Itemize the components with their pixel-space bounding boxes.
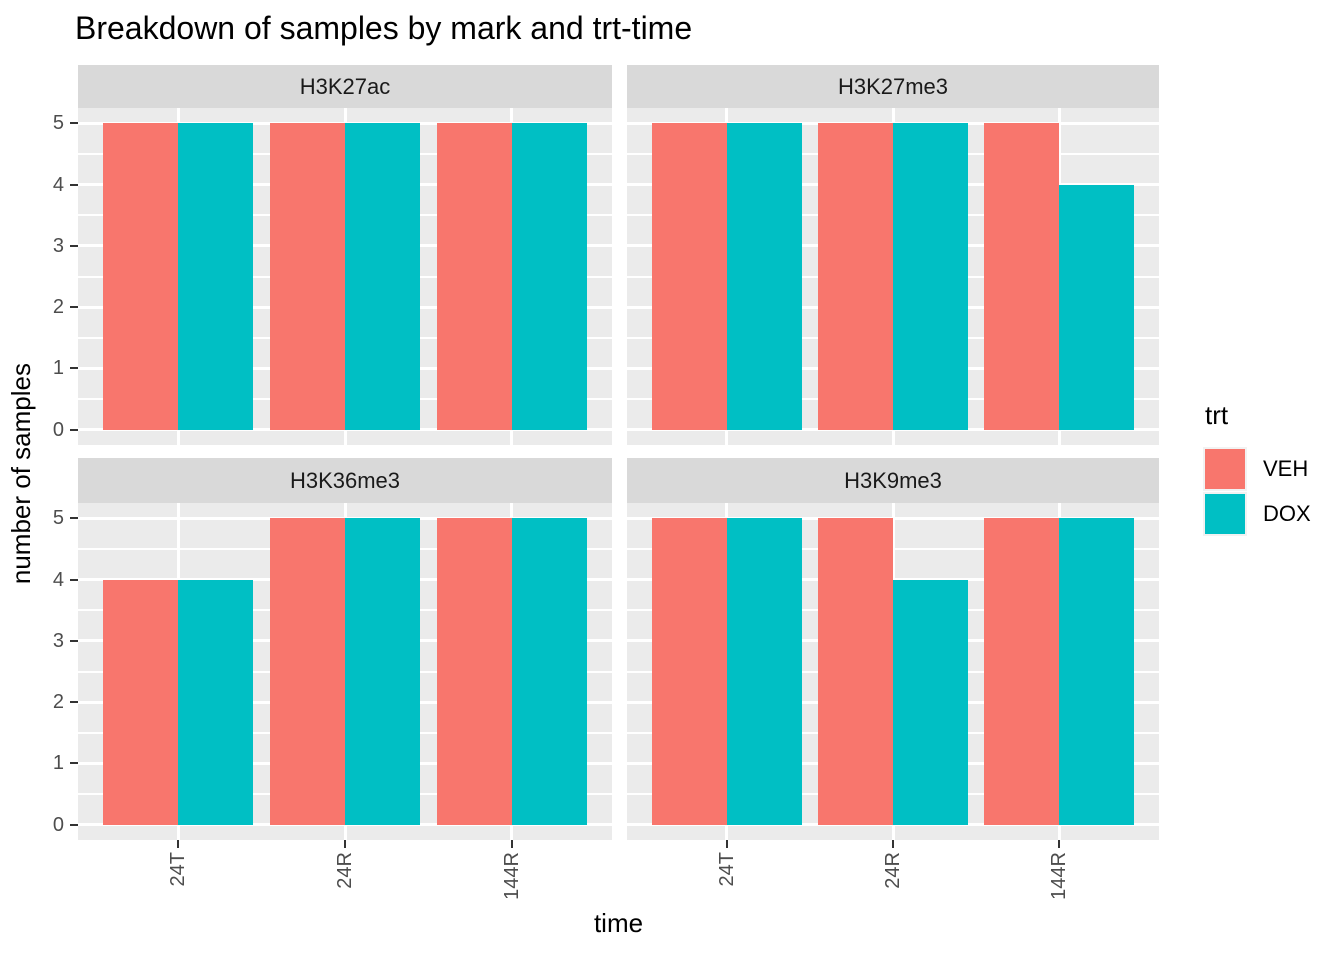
bar-h3k27ac-144r-veh (436, 123, 512, 430)
facet-strip-h3k27ac: H3K27ac (78, 65, 612, 108)
y-tick-label: 4 (52, 174, 64, 196)
facet-strip-h3k9me3: H3K9me3 (627, 458, 1159, 503)
y-tick-mark (70, 429, 78, 431)
y-tick-label: 1 (52, 357, 64, 379)
bar-h3k9me3-24r-veh (818, 518, 893, 825)
y-tick-label: 2 (52, 296, 64, 318)
x-tick-label: 144R (1048, 852, 1070, 900)
veh-color-swatch (1203, 447, 1247, 491)
x-tick-label: 24T (167, 852, 189, 887)
y-tick-mark (70, 306, 78, 308)
chart-title: Breakdown of samples by mark and trt-tim… (75, 10, 693, 46)
bar-h3k9me3-24t-veh (651, 518, 727, 825)
bar-h3k9me3-24r-dox (893, 579, 968, 825)
y-tick-label: 0 (52, 814, 64, 836)
bar-h3k27ac-24r-veh (269, 123, 345, 430)
bar-h3k36me3-144r-veh (436, 518, 512, 825)
x-axis-title: time (593, 908, 644, 938)
legend-entry-dox: DOX (1203, 492, 1343, 536)
y-tick-mark (70, 824, 78, 826)
dox-color-swatch (1203, 492, 1247, 536)
legend-label-dox: DOX (1263, 501, 1311, 526)
y-tick-label: 3 (52, 630, 64, 652)
y-tick-mark (70, 184, 78, 186)
y-tick-mark (70, 640, 78, 642)
y-tick-mark (70, 701, 78, 703)
y-tick-mark (70, 367, 78, 369)
x-tick-label: 24R (882, 852, 904, 889)
bar-h3k27ac-144r-dox (511, 123, 587, 430)
legend-label-veh: VEH (1263, 456, 1309, 481)
y-tick-mark (70, 762, 78, 764)
legend: trt VEH DOX (1203, 400, 1343, 537)
y-tick-label: 1 (52, 752, 64, 774)
y-tick-label: 2 (52, 691, 64, 713)
x-tick-label: 144R (501, 852, 523, 900)
y-tick-label: 3 (52, 235, 64, 257)
bar-h3k9me3-144r-veh (984, 518, 1060, 825)
bar-h3k36me3-24t-dox (178, 579, 254, 825)
y-tick-mark (70, 579, 78, 581)
y-tick-mark (70, 245, 78, 247)
bar-h3k9me3-144r-dox (1059, 518, 1135, 825)
facet-strip-h3k36me3: H3K36me3 (78, 458, 612, 503)
x-tick-mark (1058, 840, 1060, 848)
y-tick-label: 5 (52, 507, 64, 529)
y-axis-title-box: number of samples (4, 108, 38, 840)
facet-panel-h3k27ac (78, 108, 612, 445)
x-tick-mark (177, 840, 179, 848)
y-tick-mark (70, 122, 78, 124)
y-tick-label: 0 (52, 419, 64, 441)
y-tick-label: 4 (52, 569, 64, 591)
bar-h3k36me3-24r-veh (269, 518, 345, 825)
x-tick-label: 24T (716, 852, 738, 887)
x-tick-mark (511, 840, 513, 848)
bar-h3k9me3-24t-dox (726, 518, 802, 825)
legend-title: trt (1205, 400, 1229, 430)
facet-strip-h3k27me3: H3K27me3 (627, 65, 1159, 108)
y-tick-label: 5 (52, 112, 64, 134)
bar-h3k27me3-24r-dox (893, 123, 968, 430)
bar-h3k27ac-24t-veh (103, 123, 179, 430)
y-axis-title: number of samples (5, 363, 36, 585)
legend-entry-veh: VEH (1203, 447, 1343, 491)
facet-panel-h3k36me3 (78, 503, 612, 840)
bar-h3k27me3-144r-veh (984, 123, 1060, 430)
bar-h3k27me3-24t-dox (726, 123, 802, 430)
bar-h3k27ac-24r-dox (345, 123, 421, 430)
bar-h3k36me3-144r-dox (511, 518, 587, 825)
bar-h3k36me3-24r-dox (345, 518, 421, 825)
facet-panel-h3k27me3 (627, 108, 1159, 445)
x-tick-mark (726, 840, 728, 848)
facet-panel-h3k9me3 (627, 503, 1159, 840)
x-tick-label: 24R (334, 852, 356, 889)
bar-h3k36me3-24t-veh (103, 579, 179, 825)
bar-h3k27ac-24t-dox (178, 123, 254, 430)
bar-h3k27me3-24r-veh (818, 123, 893, 430)
x-tick-mark (892, 840, 894, 848)
bar-h3k27me3-144r-dox (1059, 184, 1135, 430)
x-tick-mark (344, 840, 346, 848)
bar-h3k27me3-24t-veh (651, 123, 727, 430)
y-tick-mark (70, 517, 78, 519)
